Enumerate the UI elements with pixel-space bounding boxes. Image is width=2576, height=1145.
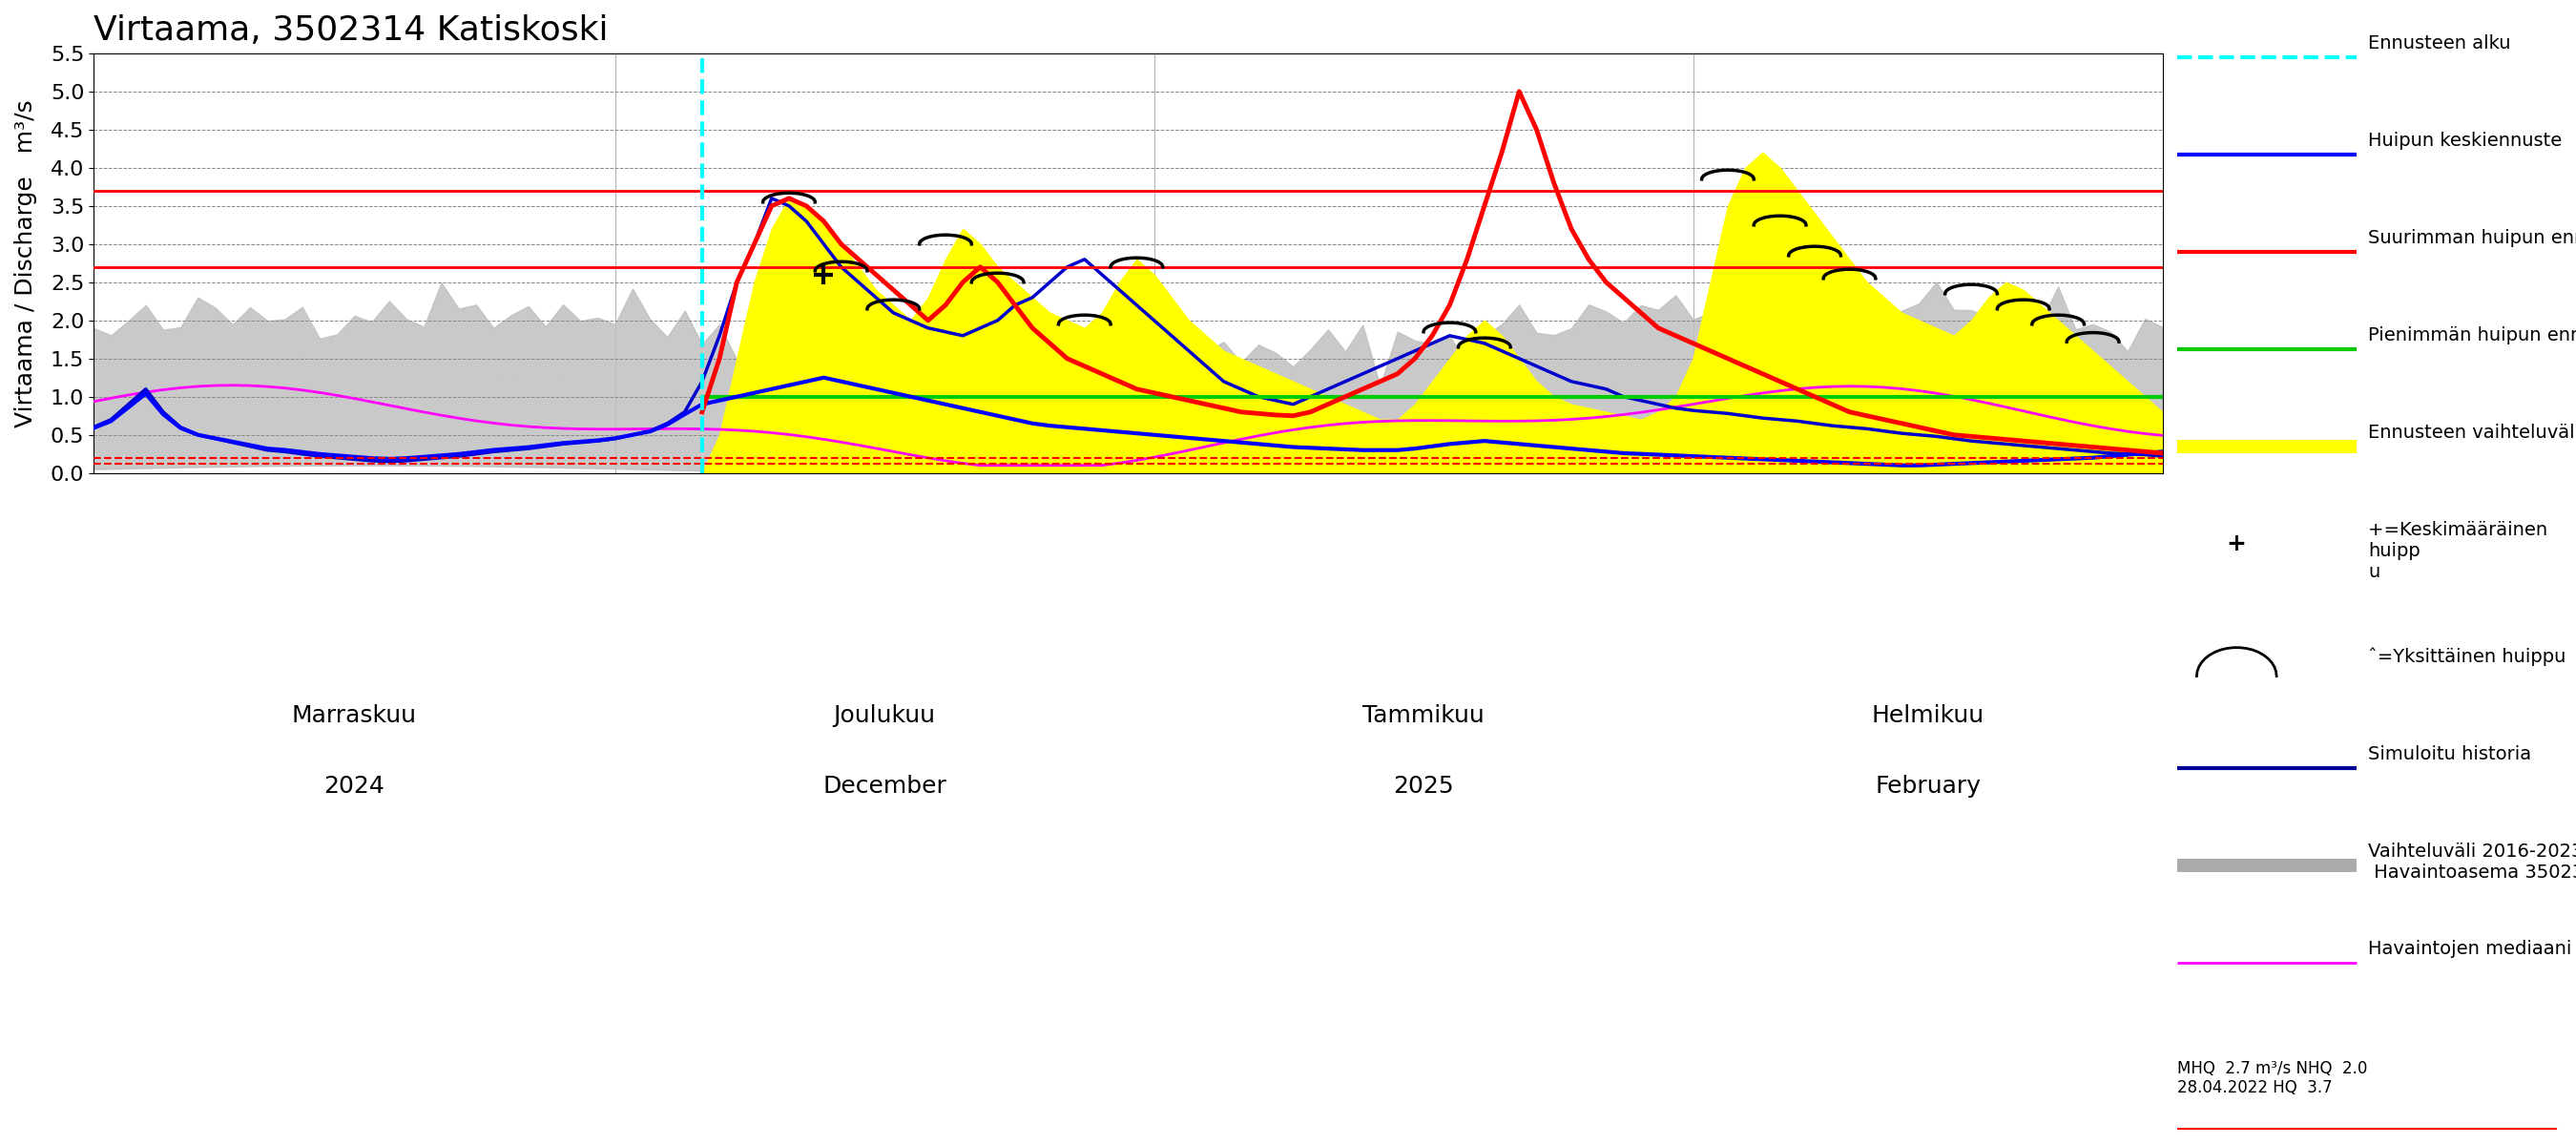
- Text: Vaihteluväli 2016-2023
 Havaintoasema 3502314: Vaihteluväli 2016-2023 Havaintoasema 350…: [2367, 842, 2576, 882]
- Text: Simuloitu historia: Simuloitu historia: [2367, 744, 2532, 763]
- Text: Suurimman huipun ennuste: Suurimman huipun ennuste: [2367, 229, 2576, 247]
- Text: Tammikuu: Tammikuu: [1363, 704, 1484, 727]
- Text: Virtaama, 3502314 Katiskoski: Virtaama, 3502314 Katiskoski: [93, 14, 608, 47]
- Text: Pienimmän huipun ennuste: Pienimmän huipun ennuste: [2367, 326, 2576, 345]
- Text: February: February: [1875, 775, 1981, 798]
- Text: December: December: [822, 775, 945, 798]
- Text: +​=Keskimääräinen huipp
u: +​=Keskimääräinen huipp u: [2367, 521, 2548, 581]
- Text: 2025: 2025: [1394, 775, 1453, 798]
- Text: MHQ  2.7 m³/s NHQ  2.0
28.04.2022 HQ  3.7: MHQ 2.7 m³/s NHQ 2.0 28.04.2022 HQ 3.7: [2177, 1060, 2367, 1097]
- Text: Joulukuu: Joulukuu: [835, 704, 935, 727]
- Text: Marraskuu: Marraskuu: [291, 704, 417, 727]
- Text: 2024: 2024: [325, 775, 384, 798]
- Y-axis label: Virtaama / Discharge   m³/s: Virtaama / Discharge m³/s: [15, 100, 36, 427]
- Text: Huipun keskiennuste: Huipun keskiennuste: [2367, 132, 2563, 150]
- Text: Ennusteen alku: Ennusteen alku: [2367, 34, 2512, 53]
- Text: Helmikuu: Helmikuu: [1870, 704, 1984, 727]
- Text: Havaintojen mediaani: Havaintojen mediaani: [2367, 939, 2571, 957]
- Text: ˆ=Yksittäinen huippu: ˆ=Yksittäinen huippu: [2367, 647, 2566, 666]
- Text: Ennusteen vaihteluväli: Ennusteen vaihteluväli: [2367, 424, 2576, 442]
- Text: +: +: [2226, 532, 2246, 555]
